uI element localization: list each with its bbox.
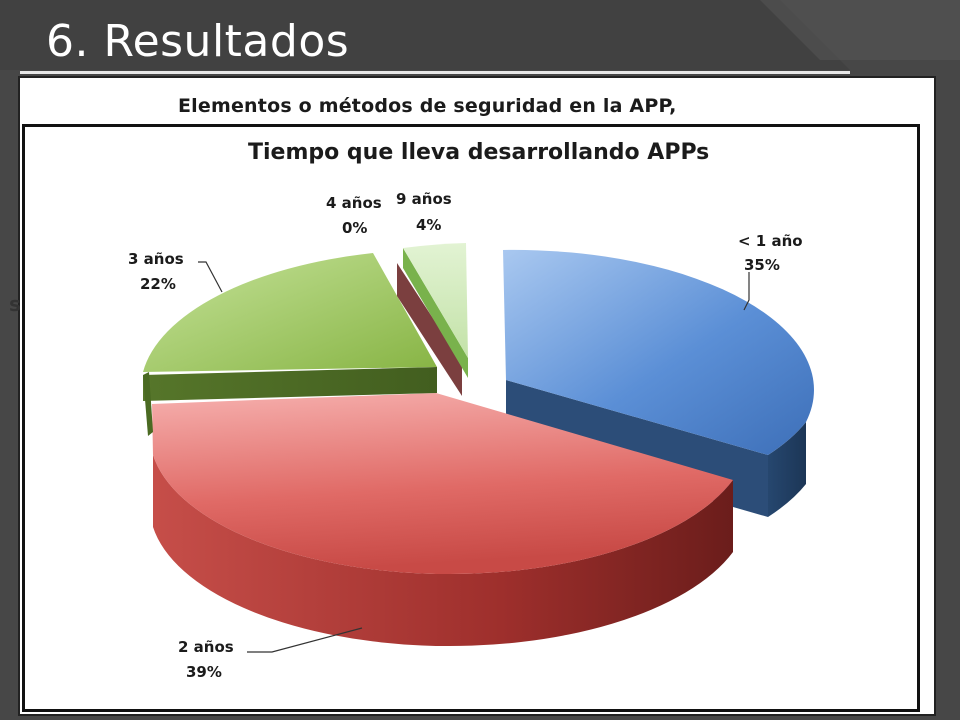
leader-line-2-years — [247, 627, 363, 653]
background-chart-fragment: s — [9, 292, 21, 316]
slice-value-9-years: 4% — [416, 216, 441, 234]
pie-slice-4-years — [397, 263, 462, 396]
pie-slice-9-years — [403, 243, 468, 378]
pie-slice-3-years — [143, 253, 437, 436]
title-underline — [20, 71, 850, 74]
slice-label-3-years: 3 años — [128, 250, 184, 268]
slice-value-4-years: 0% — [342, 219, 367, 237]
slice-value-lt-1-year: 35% — [744, 256, 780, 274]
slice-label-lt-1-year: < 1 año — [738, 232, 803, 250]
slice-label-4-years: 4 años — [326, 194, 382, 212]
slice-label-2-years: 2 años — [178, 638, 234, 656]
slice-value-2-years: 39% — [186, 663, 222, 681]
leader-line-lt-1-year — [743, 272, 750, 311]
leader-line-3-years — [198, 261, 223, 293]
background-chart-title: Elementos o métodos de seguridad en la A… — [178, 95, 677, 117]
pie-slice-2-years — [152, 393, 733, 647]
slide-title: 6. Resultados — [46, 16, 350, 67]
slice-label-9-years: 9 años — [396, 190, 452, 208]
chart-title: Tiempo que lleva desarrollando APPs — [248, 140, 710, 165]
slice-value-3-years: 22% — [140, 275, 176, 293]
